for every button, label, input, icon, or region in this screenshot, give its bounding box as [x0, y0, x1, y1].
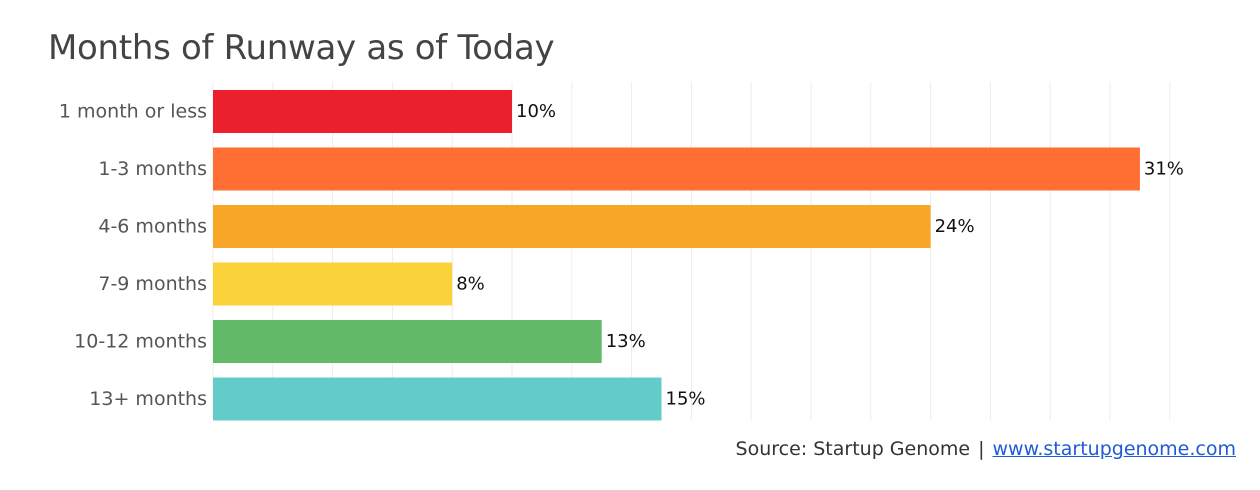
chart-title: Months of Runway as of Today — [48, 28, 555, 68]
value-label: 8% — [456, 274, 485, 295]
value-label: 15% — [666, 389, 706, 410]
bar — [213, 205, 931, 248]
gridlines — [212, 82, 1171, 420]
bar — [213, 262, 453, 306]
category-label: 1-3 months — [98, 158, 207, 180]
labels: 1 month or less 10% 1-3 months 31% 4-6 month… — [59, 101, 1184, 411]
category-label: 1 month or less — [59, 101, 207, 123]
source-link[interactable]: www.startupgenome.com — [992, 438, 1236, 460]
bar — [213, 90, 512, 133]
category-label: 10-12 months — [74, 331, 207, 353]
bar — [213, 377, 662, 421]
source-separator: | — [978, 438, 985, 460]
category-label: 4-6 months — [98, 216, 207, 238]
source-line: Source: Startup Genome | www.startupgenome… — [736, 438, 1236, 460]
value-label: 24% — [935, 216, 975, 237]
bar — [213, 320, 602, 363]
source-text: Source: Startup Genome — [735, 438, 971, 460]
category-label: 7-9 months — [98, 273, 207, 295]
category-label: 13+ months — [89, 388, 207, 410]
bar — [213, 147, 1140, 191]
value-label: 10% — [516, 101, 556, 122]
value-label: 31% — [1144, 159, 1184, 180]
bars — [213, 90, 1140, 421]
value-label: 13% — [606, 331, 646, 352]
